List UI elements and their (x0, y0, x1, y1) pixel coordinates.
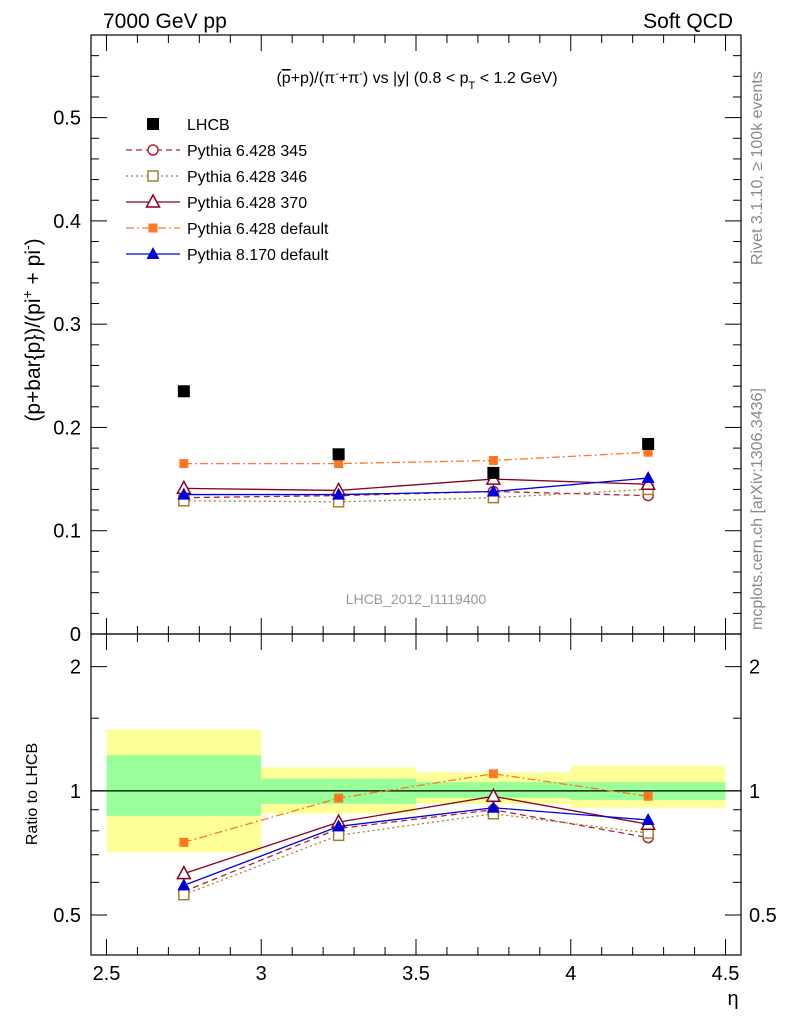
point-main-pythia-6-428-default (334, 459, 344, 469)
point-ratio-pythia-8-170-default (332, 819, 346, 832)
x-tick-label: 3 (256, 963, 267, 985)
x-tick-label: 4 (565, 963, 576, 985)
point-ratio-pythia-8-170-default (486, 800, 500, 813)
mcplots-label: mcplots.cern.ch [arXiv:1306.3436] (749, 388, 766, 630)
y-axis-label-main: (p+bar{p})/(pi+ + pi-) (19, 238, 45, 421)
point-main-lhcb (642, 437, 655, 450)
y-tick-label-main: 0.2 (53, 417, 81, 439)
y-tick-label-ratio-right: 1 (749, 781, 760, 803)
series-layer (176, 385, 656, 901)
y-tick-label-ratio: 1 (70, 781, 81, 803)
y-tick-label-main: 0 (70, 624, 81, 646)
point-main-pythia-8-170-default (641, 471, 655, 484)
y-tick-label-ratio: 0.5 (53, 905, 81, 927)
point-ratio-pythia-6-428-346 (332, 829, 345, 842)
point-main-pythia-8-170-default (332, 487, 346, 500)
y-tick-label-main: 0.5 (53, 108, 81, 130)
legend-label-pythia-6-428-346: Pythia 6.428 346 (187, 169, 307, 186)
point-main-pythia-8-170-default (177, 487, 191, 500)
point-main-pythia-6-428-370 (640, 475, 656, 490)
legend-label-pythia-8-170-default: Pythia 8.170 default (187, 247, 329, 264)
legend-label-pythia-6-428-370: Pythia 6.428 370 (187, 195, 307, 212)
legend-marker-pythia-6-428-345 (147, 144, 159, 156)
legend-marker-pythia-8-170-default (146, 247, 160, 259)
y-tick-label-main: 0.3 (53, 314, 81, 336)
point-ratio-pythia-6-428-default (179, 837, 189, 847)
x-axis-label: η (727, 988, 738, 1010)
point-ratio-pythia-6-428-346 (178, 888, 190, 901)
ratio-band-inner (106, 755, 262, 816)
legend-label-lhcb: LHCB (187, 117, 230, 134)
y-axis-label-ratio: Ratio to LHCB (24, 743, 41, 845)
header-left: 7000 GeV pp (103, 10, 227, 33)
point-main-pythia-6-428-default (179, 459, 189, 469)
axes: 2.5 3 3.5 4 4.5 0 0.1 0.2 0.3 0.4 0.5 0.5 0.5 1 1 2 2 (53, 34, 777, 985)
point-main-lhcb (177, 385, 190, 398)
legend-marker-pythia-6-428-346 (147, 170, 159, 182)
x-tick-label: 4.5 (712, 963, 740, 985)
series-line-main-pythia-6-428-default (183, 451, 649, 465)
legend: LHCB Pythia 6.428 345 Pythia 6.428 346 Pyth… (126, 117, 329, 264)
x-tick-label: 2.5 (93, 963, 121, 985)
legend-marker-pythia-6-428-370 (145, 193, 161, 208)
series-line-main-pythia-8-170-default (183, 477, 649, 496)
point-ratio-pythia-6-428-default (334, 793, 344, 803)
point-ratio-pythia-6-428-default (488, 769, 498, 779)
series-line-main-pythia-6-428-370 (183, 478, 649, 492)
point-ratio-pythia-6-428-default (643, 791, 653, 801)
chart-title: (p+p)/(π-+π-) vs |y| (0.8 < pT < 1.2 GeV… (276, 68, 557, 92)
rivet-label: Rivet 3.1.10, ≥ 100k events (749, 71, 766, 265)
point-ratio-pythia-8-170-default (641, 812, 655, 825)
series-line-ratio-pythia-6-428-346 (183, 813, 649, 896)
y-tick-label-ratio-right: 0.5 (749, 905, 777, 927)
y-tick-label-main: 0.4 (53, 211, 81, 233)
series-line-ratio-pythia-6-428-370 (183, 795, 649, 875)
point-main-lhcb (487, 466, 500, 479)
analysis-watermark: LHCB_2012_I1119400 (346, 591, 487, 607)
legend-label-pythia-6-428-345: Pythia 6.428 345 (187, 143, 307, 160)
legend-marker-pythia-6-428-default (148, 223, 158, 233)
point-main-pythia-6-428-default (643, 447, 653, 457)
legend-marker-lhcb (147, 118, 159, 130)
point-main-pythia-6-428-default (488, 455, 498, 465)
series-line-main-pythia-6-428-346 (183, 488, 649, 503)
series-line-ratio-pythia-6-428-default (183, 773, 649, 844)
point-ratio-pythia-8-170-default (177, 878, 191, 891)
series-line-ratio-pythia-8-170-default (183, 807, 649, 886)
header-right: Soft QCD (643, 10, 733, 33)
x-tick-label: 3.5 (402, 963, 430, 985)
y-tick-label-ratio-right: 2 (749, 657, 760, 679)
point-main-lhcb (332, 448, 345, 461)
y-tick-label-main: 0.1 (53, 521, 81, 543)
point-main-pythia-8-170-default (486, 484, 500, 497)
legend-label-pythia-6-428-default: Pythia 6.428 default (187, 221, 329, 238)
y-tick-label-ratio: 2 (70, 657, 81, 679)
